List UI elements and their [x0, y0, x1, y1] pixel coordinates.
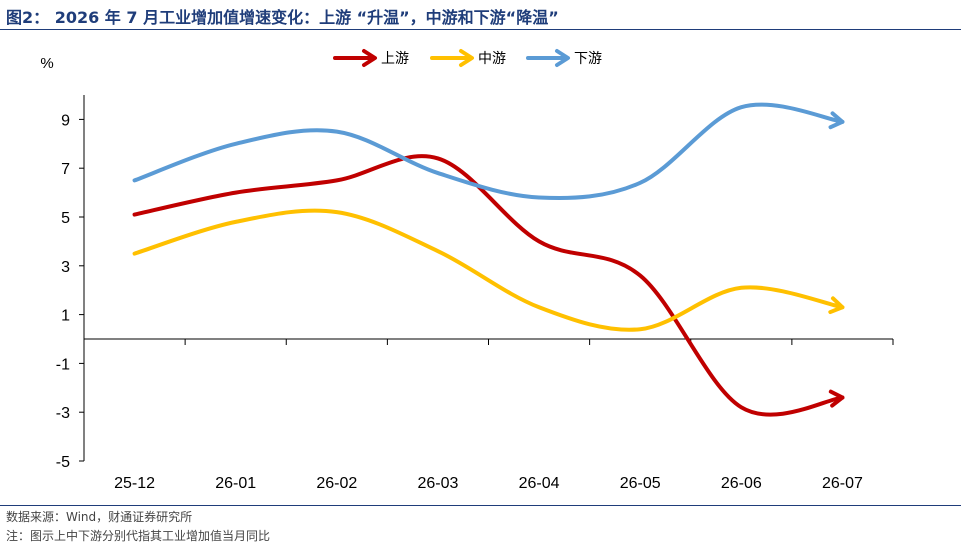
legend-label-2: 中游: [478, 51, 506, 67]
figure-title: 图2： 2026 年 7 月工业增加值增速变化：上游 “升温”，中游和下游“降温…: [6, 8, 559, 27]
series-line-3: [132, 102, 845, 201]
legend: 上游 中游 下游: [333, 49, 602, 67]
line-chart: 上游 中游 下游 9 7 5 3 1 -1 -3 -5% 25-12 26-01 26-02 26-03 2…: [40, 49, 894, 492]
y-tick-label: -5: [56, 454, 70, 471]
x-tick-label: 26-03: [417, 475, 458, 492]
footnote: 注：图示上中下游分别代指其工业增加值当月同比: [6, 529, 271, 543]
axes: 9 7 5 3 1 -1 -3 -5% 25-12 26-01 26-02 26-03 26-04 26-…: [40, 55, 894, 492]
x-tick-label: 26-05: [620, 475, 661, 492]
series-arrow-3: [828, 111, 845, 130]
series-arrow-2: [828, 296, 845, 315]
legend-arrow-1: [362, 49, 377, 67]
y-axis-unit: %: [40, 55, 53, 72]
top-rule: [0, 29, 961, 30]
y-tick-label: -1: [56, 356, 70, 373]
y-tick-label: 1: [61, 308, 70, 325]
series-line-1: [132, 154, 845, 417]
x-tick-label: 25-12: [114, 475, 155, 492]
bottom-rule: [0, 505, 961, 506]
x-tick-label: 26-02: [316, 475, 357, 492]
y-tick-label: -3: [56, 405, 70, 422]
legend-arrow-2: [459, 49, 474, 67]
series-arrow-1: [828, 389, 845, 408]
x-tick-label: 26-06: [721, 475, 762, 492]
y-tick-label: 5: [61, 210, 70, 227]
legend-label-3: 下游: [574, 51, 602, 67]
y-tick-label: 9: [61, 112, 70, 129]
legend-label-1: 上游: [381, 51, 409, 67]
source-note: 数据来源：Wind，财通证券研究所: [6, 510, 193, 524]
x-tick-label: 26-07: [822, 475, 863, 492]
legend-arrow-3: [555, 49, 570, 67]
y-tick-label: 7: [61, 161, 70, 178]
series-line-2: [132, 208, 845, 332]
y-tick-label: 3: [61, 259, 70, 276]
x-tick-label: 26-01: [215, 475, 256, 492]
x-tick-label: 26-04: [519, 475, 560, 492]
series-lines: [132, 102, 845, 417]
